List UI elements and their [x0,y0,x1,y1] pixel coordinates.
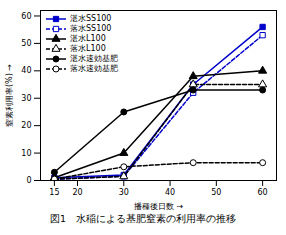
html-text:図1 水稲による基肥窒素の利用率の推移: 図1 水稲による基肥窒素の利用率の推移 [50,213,236,224]
svg-text:40: 40 [165,188,175,197]
svg-text:30: 30 [21,94,31,103]
html-text:落水SS100: 落水SS100 [70,24,112,33]
svg-text:60: 60 [21,12,31,21]
html-text:落水速効基肥: 落水速効基肥 [70,64,118,73]
svg-text:窒素利用率(%) →: 窒素利用率(%) → [5,64,14,127]
svg-text:20: 20 [72,188,82,197]
svg-text:60: 60 [258,188,268,197]
svg-text:30: 30 [119,188,129,197]
html-text:落水L100: 落水L100 [70,44,106,53]
html-text:湛水速効基肥: 湛水速効基肥 [70,54,118,63]
svg-text:0: 0 [26,176,31,185]
svg-text:20: 20 [21,121,31,130]
svg-text:10: 10 [21,149,31,158]
html-text:湛水L100: 湛水L100 [70,34,106,43]
svg-text:40: 40 [21,66,31,75]
svg-text:50: 50 [211,188,221,197]
svg-text:播種後日数 →: 播種後日数 → [134,202,184,211]
svg-text:50: 50 [21,39,31,48]
html-text:湛水SS100: 湛水SS100 [70,14,112,23]
svg-text:15: 15 [49,188,59,197]
